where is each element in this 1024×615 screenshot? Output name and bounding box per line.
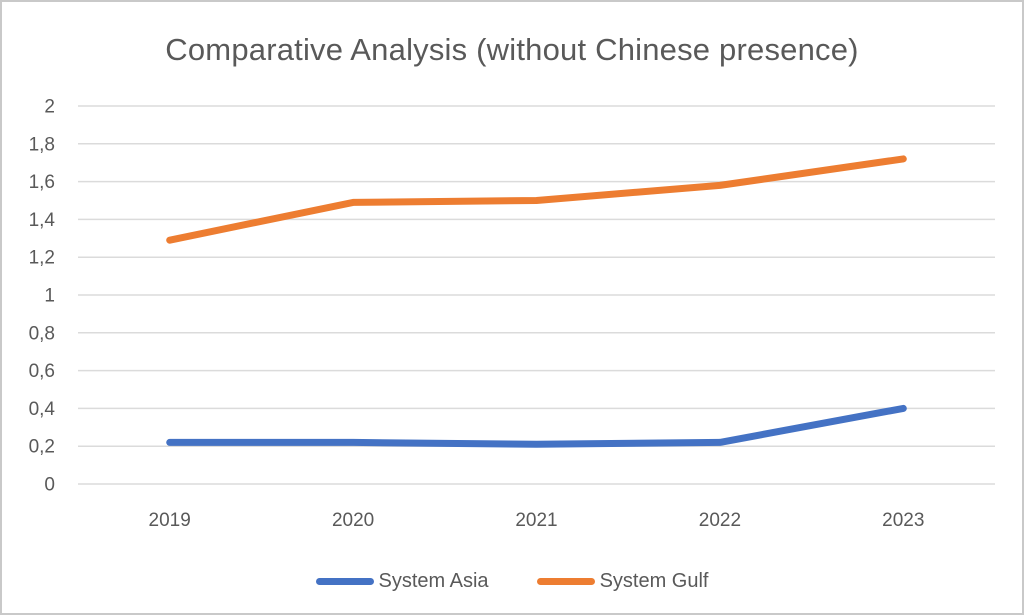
series-line-system-gulf [166,155,907,244]
y-axis-tick-label: 1,4 [29,210,56,231]
legend-label: System Asia [378,570,489,592]
legend-swatch-system-asia [315,578,374,585]
chart-title: Comparative Analysis (without Chinese pr… [165,32,859,67]
legend-item-system-gulf: System Gulf [536,570,709,593]
y-axis-tick-label: 0,8 [29,323,55,344]
x-axis-tick-label: 2023 [882,510,924,531]
x-axis-tick-label: 2022 [699,510,741,531]
y-axis-tick-label: 0,4 [29,399,56,420]
y-axis-tick-label: 1 [44,286,55,307]
legend-label: System Gulf [599,570,709,592]
y-axis-tick-label: 1,6 [29,172,55,193]
y-axis-tick-label: 2 [44,97,55,118]
y-axis-tick-label: 0,6 [29,361,55,382]
legend-swatch-system-gulf [536,578,595,585]
y-axis-tick-label: 1,8 [29,134,55,155]
legend: System Asia System Gulf [2,570,1022,593]
x-axis-tick-label: 2019 [149,510,191,531]
y-axis-tick-label: 0,2 [29,437,55,458]
x-axis-tick-label: 2020 [332,510,374,531]
legend-item-system-asia: System Asia [315,570,489,593]
series-line-system-asia [166,404,907,448]
y-axis-tick-label: 1,2 [29,248,55,269]
y-axis-tick-label: 0 [44,475,55,496]
x-axis-tick-label: 2021 [515,510,557,531]
